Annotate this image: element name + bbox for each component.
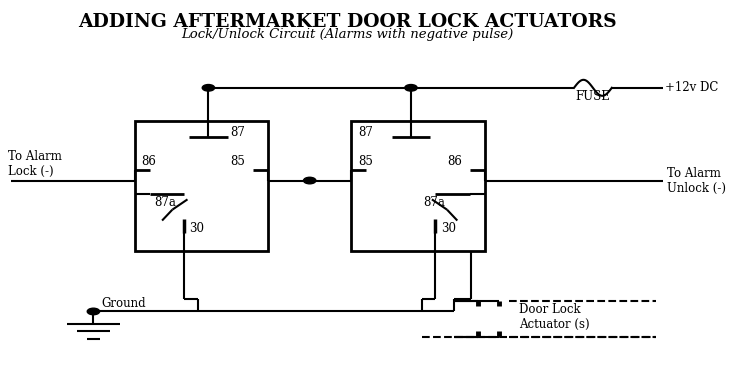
- Bar: [134, 121, 269, 251]
- Text: Door Lock
Actuator (s): Door Lock Actuator (s): [519, 303, 589, 331]
- Text: 87a: 87a: [423, 196, 445, 209]
- Text: 87: 87: [358, 126, 373, 139]
- Text: FUSE: FUSE: [575, 90, 611, 103]
- Text: Ground: Ground: [102, 296, 146, 310]
- Bar: [351, 121, 484, 251]
- Text: To Alarm
Lock (-): To Alarm Lock (-): [7, 150, 62, 178]
- Circle shape: [203, 84, 214, 91]
- Text: 30: 30: [189, 222, 205, 235]
- Text: 86: 86: [142, 155, 156, 169]
- Text: 87a: 87a: [154, 196, 175, 209]
- Circle shape: [304, 177, 316, 184]
- Circle shape: [404, 84, 417, 91]
- Text: To Alarm
Unlock (-): To Alarm Unlock (-): [666, 167, 726, 195]
- Text: Lock/Unlock Circuit (Alarms with negative pulse): Lock/Unlock Circuit (Alarms with negativ…: [181, 28, 514, 41]
- Circle shape: [87, 308, 100, 315]
- Text: 85: 85: [230, 155, 246, 169]
- Text: +12v DC: +12v DC: [665, 81, 718, 94]
- Text: 86: 86: [447, 155, 462, 169]
- Text: 87: 87: [230, 126, 245, 139]
- Text: 30: 30: [441, 222, 456, 235]
- Text: ADDING AFTERMARKET DOOR LOCK ACTUATORS: ADDING AFTERMARKET DOOR LOCK ACTUATORS: [78, 13, 617, 31]
- Text: 85: 85: [357, 155, 373, 169]
